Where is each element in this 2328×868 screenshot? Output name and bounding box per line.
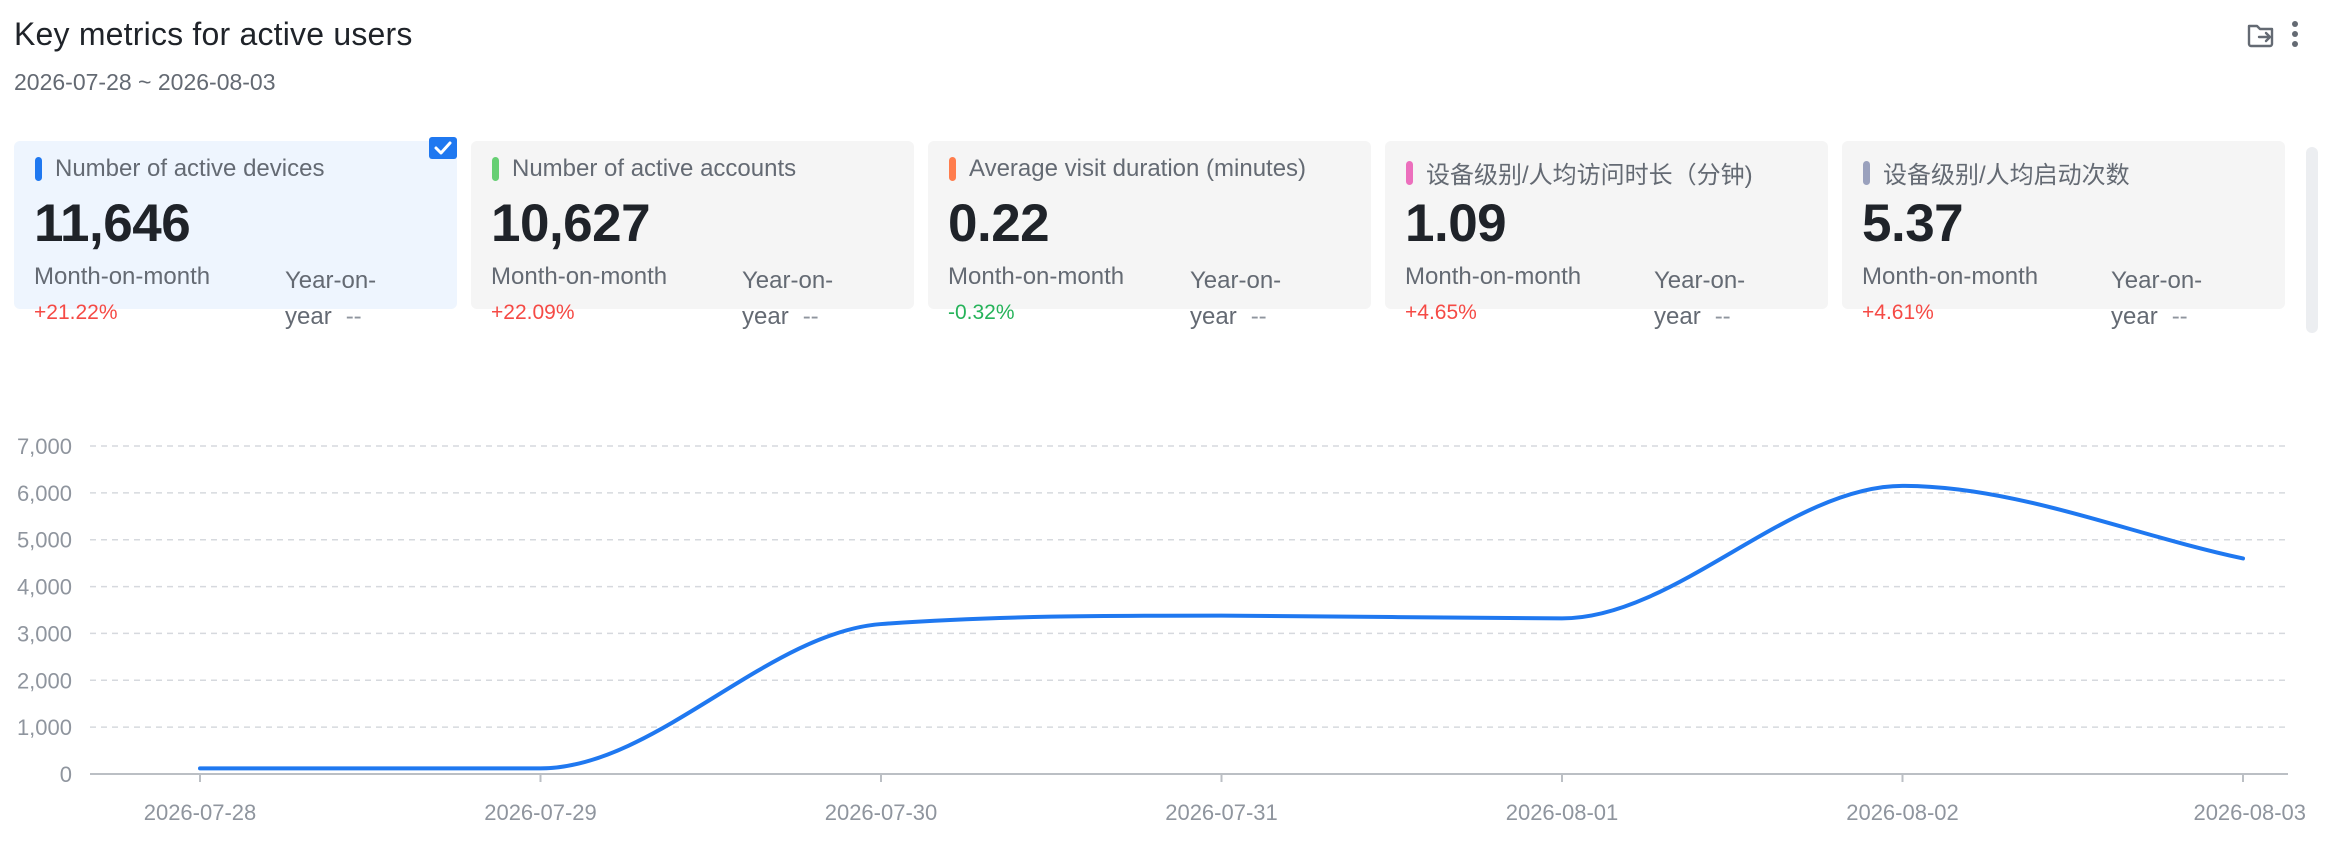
year-on-year-label: Year-on-year <box>2111 267 2203 330</box>
year-on-year-value: -- <box>1250 303 1267 330</box>
x-tick-label: 2026-07-30 <box>825 800 938 825</box>
metric-card-value: 1.09 <box>1405 194 1507 253</box>
metric-card-value: 10,627 <box>491 194 651 253</box>
metric-card-label: Average visit duration (minutes) <box>949 155 1306 183</box>
metric-card-value: 11,646 <box>34 194 191 253</box>
metric-card-value: 0.22 <box>948 194 1050 253</box>
cards-scrollbar[interactable] <box>2306 147 2318 333</box>
x-tick-label: 2026-07-31 <box>1165 800 1278 825</box>
y-tick-label: 3,000 <box>17 621 72 646</box>
month-on-month-label: Month-on-month <box>948 263 1125 290</box>
metric-card-value: 5.37 <box>1862 194 1964 253</box>
series-color-dot <box>949 157 956 181</box>
metric-card-label-text: Number of active accounts <box>512 155 797 182</box>
metric-card[interactable]: Average visit duration (minutes) 0.22 Mo… <box>928 141 1371 330</box>
year-on-year-value: -- <box>2171 303 2188 330</box>
month-on-month-value: +4.65% <box>1405 301 1477 324</box>
year-on-year-label: Year-on-year <box>285 267 377 330</box>
metric-card[interactable]: Number of active devices 11,646 Month-on… <box>14 137 457 330</box>
x-tick-label: 2026-08-01 <box>1506 800 1619 825</box>
metric-card-label-text: Number of active devices <box>55 155 325 182</box>
active-devices-line-chart: 0 1,000 2,000 3,000 4,000 5,000 6,000 7,000 2026… <box>17 434 2306 825</box>
month-on-month-value: +22.09% <box>491 301 575 324</box>
y-tick-label: 7,000 <box>17 434 72 459</box>
widget-header: Key metrics for active users 2026-07-28 … <box>14 16 413 96</box>
y-tick-label: 4,000 <box>17 575 72 600</box>
widget-title: Key metrics for active users <box>14 16 413 52</box>
metric-card-label-text: Average visit duration (minutes) <box>969 155 1307 182</box>
year-on-year-value: -- <box>345 303 362 330</box>
x-tick-label: 2026-07-28 <box>144 800 257 825</box>
metric-card-label-text: 设备级别/人均启动次数 <box>1883 162 2130 189</box>
year-on-year: Year-on-year -- <box>1190 263 1310 335</box>
metric-cards: Number of active devices 11,646 Month-on… <box>14 137 2285 330</box>
x-tick-label: 2026-07-29 <box>484 800 597 825</box>
metric-card-label: 设备级别/人均访问时长（分钟) <box>1406 155 1753 190</box>
y-tick-label: 5,000 <box>17 528 72 553</box>
year-on-year: Year-on-year -- <box>2111 263 2231 335</box>
year-on-year: Year-on-year -- <box>285 263 405 335</box>
x-tick-label: 2026-08-02 <box>1846 800 1959 825</box>
x-tick-label: 2026-08-03 <box>2193 800 2306 825</box>
year-on-year-label: Year-on-year <box>1190 267 1282 330</box>
series-color-dot <box>1406 160 1413 185</box>
y-tick-label: 2,000 <box>17 668 72 693</box>
month-on-month-label: Month-on-month <box>1405 263 1582 290</box>
year-on-year-label: Year-on-year <box>742 267 834 330</box>
year-on-year: Year-on-year -- <box>1654 263 1774 335</box>
y-tick-label: 0 <box>60 762 72 787</box>
metric-card[interactable]: Number of active accounts 10,627 Month-o… <box>471 141 914 330</box>
month-on-month-value: +4.61% <box>1862 301 1934 324</box>
export-icon[interactable] <box>2244 18 2278 52</box>
year-on-year-value: -- <box>802 303 819 330</box>
month-on-month-value: +21.22% <box>34 301 118 324</box>
widget-toolbar <box>2244 18 2302 52</box>
series-color-dot <box>35 157 42 181</box>
month-on-month-label: Month-on-month <box>1862 263 2039 290</box>
metric-card[interactable]: 设备级别/人均启动次数 5.37 Month-on-month +4.61% Y… <box>1842 141 2285 330</box>
year-on-year-label: Year-on-year <box>1654 267 1746 330</box>
year-on-year-value: -- <box>1714 303 1731 330</box>
series-color-dot <box>1863 160 1870 185</box>
metric-card-label: Number of active accounts <box>492 155 796 183</box>
selected-check-icon <box>429 137 457 159</box>
month-on-month-value: -0.32% <box>948 301 1015 324</box>
series-line-0 <box>198 483 2245 771</box>
metric-card[interactable]: 设备级别/人均访问时长（分钟) 1.09 Month-on-month +4.6… <box>1385 141 1828 330</box>
metric-card-label: Number of active devices <box>35 155 324 183</box>
y-tick-label: 1,000 <box>17 715 72 740</box>
y-tick-label: 6,000 <box>17 481 72 506</box>
more-vertical-icon[interactable] <box>2288 18 2302 52</box>
metric-card-label: 设备级别/人均启动次数 <box>1863 155 2130 190</box>
month-on-month-label: Month-on-month <box>34 263 211 290</box>
year-on-year: Year-on-year -- <box>742 263 862 335</box>
metric-card-label-text: 设备级别/人均访问时长（分钟) <box>1426 162 1753 189</box>
series-color-dot <box>492 157 499 181</box>
date-range: 2026-07-28 ~ 2026-08-03 <box>14 69 276 95</box>
month-on-month-label: Month-on-month <box>491 263 668 290</box>
